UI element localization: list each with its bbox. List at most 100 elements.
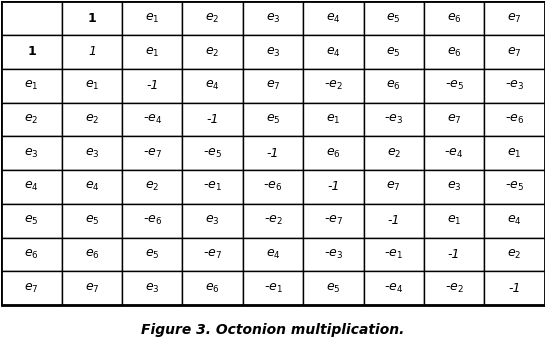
Bar [484, 170, 544, 204]
Text: -$e_{1}$: -$e_{1}$ [264, 282, 282, 295]
Bar [484, 103, 544, 136]
Text: $e_{4}$: $e_{4}$ [507, 214, 522, 227]
Text: $e_{3}$: $e_{3}$ [266, 12, 280, 25]
Bar [424, 170, 484, 204]
Bar [62, 238, 122, 271]
Bar [182, 238, 243, 271]
Bar [243, 69, 303, 103]
Bar [62, 1, 122, 35]
Bar [243, 170, 303, 204]
Text: -$e_{7}$: -$e_{7}$ [203, 248, 222, 261]
Text: -1: -1 [388, 214, 400, 227]
Text: -1: -1 [267, 147, 279, 160]
Text: $e_{7}$: $e_{7}$ [24, 282, 39, 295]
Bar [484, 69, 544, 103]
Text: -1: -1 [508, 282, 521, 294]
Bar [364, 69, 424, 103]
Bar [303, 238, 364, 271]
Text: $e_{3}$: $e_{3}$ [145, 282, 159, 295]
Text: -1: -1 [206, 113, 219, 126]
Bar [182, 136, 243, 170]
Bar [424, 204, 484, 238]
Text: -$e_{1}$: -$e_{1}$ [384, 248, 403, 261]
Bar [424, 238, 484, 271]
Bar [122, 69, 182, 103]
Text: $e_{7}$: $e_{7}$ [387, 180, 401, 193]
Text: -$e_{2}$: -$e_{2}$ [324, 79, 343, 92]
Text: -$e_{3}$: -$e_{3}$ [505, 79, 524, 92]
Bar [182, 204, 243, 238]
Bar [243, 204, 303, 238]
Text: $e_{5}$: $e_{5}$ [145, 248, 159, 261]
Text: $e_{4}$: $e_{4}$ [326, 12, 341, 25]
Bar [424, 35, 484, 69]
Text: $e_{6}$: $e_{6}$ [447, 45, 461, 59]
Text: $e_{2}$: $e_{2}$ [507, 248, 521, 261]
Text: $e_{4}$: $e_{4}$ [266, 248, 280, 261]
Text: $e_{5}$: $e_{5}$ [25, 214, 39, 227]
Bar [122, 170, 182, 204]
Text: $e_{4}$: $e_{4}$ [85, 180, 99, 193]
Text: -$e_{3}$: -$e_{3}$ [384, 113, 403, 126]
Bar [364, 136, 424, 170]
Bar [182, 103, 243, 136]
Bar [2, 238, 62, 271]
Bar [364, 204, 424, 238]
Bar [243, 238, 303, 271]
Text: -1: -1 [146, 79, 158, 92]
Bar [243, 35, 303, 69]
Bar [424, 1, 484, 35]
Bar [62, 136, 122, 170]
Text: -$e_{6}$: -$e_{6}$ [143, 214, 162, 227]
Text: $e_{2}$: $e_{2}$ [25, 113, 39, 126]
Bar [243, 103, 303, 136]
Bar [2, 69, 62, 103]
Bar [182, 35, 243, 69]
Text: $e_{7}$: $e_{7}$ [507, 45, 522, 59]
Text: $e_{6}$: $e_{6}$ [326, 147, 341, 160]
Text: -$e_{7}$: -$e_{7}$ [143, 147, 162, 160]
Text: -$e_{6}$: -$e_{6}$ [505, 113, 524, 126]
Bar [2, 271, 62, 305]
Text: $e_{1}$: $e_{1}$ [507, 147, 521, 160]
Text: $e_{7}$: $e_{7}$ [507, 12, 522, 25]
Text: 1: 1 [27, 45, 36, 58]
Bar [303, 170, 364, 204]
Bar [122, 35, 182, 69]
Text: -$e_{5}$: -$e_{5}$ [505, 180, 524, 193]
Text: $e_{3}$: $e_{3}$ [266, 45, 280, 59]
Bar [484, 35, 544, 69]
Text: $e_{6}$: $e_{6}$ [387, 79, 401, 92]
Bar [484, 271, 544, 305]
Text: $e_{1}$: $e_{1}$ [25, 79, 39, 92]
Text: -$e_{4}$: -$e_{4}$ [444, 147, 464, 160]
Text: $e_{6}$: $e_{6}$ [24, 248, 39, 261]
Bar [303, 103, 364, 136]
Bar [62, 170, 122, 204]
Bar [424, 136, 484, 170]
Bar [364, 35, 424, 69]
Text: -1: -1 [448, 248, 460, 261]
Text: -$e_{5}$: -$e_{5}$ [203, 147, 222, 160]
Bar [182, 170, 243, 204]
Text: $e_{5}$: $e_{5}$ [387, 12, 401, 25]
Bar [182, 1, 243, 35]
Bar [484, 238, 544, 271]
Bar [243, 1, 303, 35]
Bar [424, 271, 484, 305]
Text: $e_{3}$: $e_{3}$ [85, 147, 99, 160]
Text: $e_{1}$: $e_{1}$ [145, 12, 159, 25]
Text: $e_{5}$: $e_{5}$ [387, 45, 401, 59]
Bar [364, 1, 424, 35]
Bar [122, 136, 182, 170]
Bar [122, 238, 182, 271]
Bar [243, 136, 303, 170]
Bar [2, 136, 62, 170]
Text: $e_{1}$: $e_{1}$ [85, 79, 99, 92]
Text: $e_{6}$: $e_{6}$ [85, 248, 99, 261]
Text: -$e_{6}$: -$e_{6}$ [263, 180, 283, 193]
Text: -1: -1 [327, 180, 340, 193]
Bar [303, 204, 364, 238]
Text: $e_{3}$: $e_{3}$ [205, 214, 220, 227]
Bar [122, 204, 182, 238]
